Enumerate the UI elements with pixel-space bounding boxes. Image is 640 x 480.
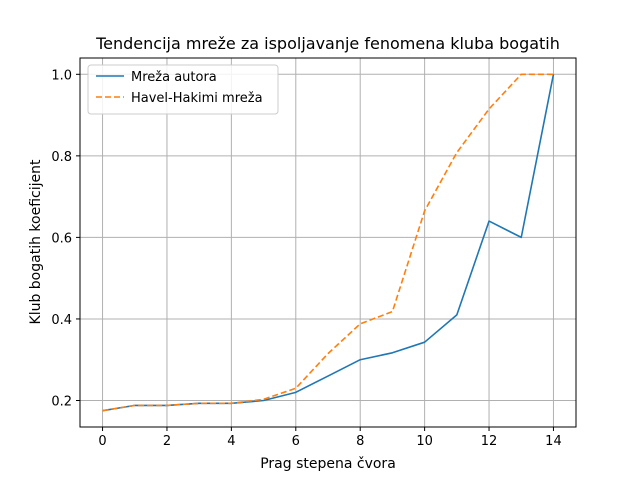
- y-tick-label: 0.2: [51, 394, 72, 409]
- y-axis-label: Klub bogatih koeficijent: [28, 159, 44, 324]
- grid: [80, 58, 576, 427]
- legend-box: [87, 64, 279, 115]
- plot-area-frame: [79, 57, 577, 428]
- y-tick-label: 0.4: [51, 313, 72, 328]
- y-tick-label: 0.8: [51, 150, 72, 165]
- x-tick-label: 6: [292, 434, 300, 449]
- x-tick-label: 12: [481, 434, 498, 449]
- series-line-0: [102, 74, 555, 412]
- x-tick-label: 10: [416, 434, 433, 449]
- y-axis-ticks: 0.2 0.4 0.6 0.8 1.0: [51, 68, 80, 409]
- legend-label-havel-hakimi: Havel-Hakimi mreža: [131, 91, 263, 106]
- legend: Mreža autora Havel-Hakimi mreža: [87, 64, 279, 115]
- x-axis-label: Prag stepena čvora: [260, 456, 396, 472]
- x-tick-label: 4: [227, 434, 235, 449]
- y-tick-label: 0.6: [51, 231, 72, 246]
- legend-label-mreza-autora: Mreža autora: [131, 70, 217, 85]
- x-tick-label: 2: [163, 434, 171, 449]
- y-tick-label: 1.0: [51, 68, 72, 83]
- x-tick-label: 8: [356, 434, 364, 449]
- x-axis-ticks: 0 2 4 6 8 10 12 14: [98, 427, 562, 449]
- x-tick-label: 0: [98, 434, 106, 449]
- x-tick-label: 14: [545, 434, 562, 449]
- chart-title: Tendencija mreže za ispoljavanje fenomen…: [95, 34, 560, 53]
- series-lines: [102, 73, 555, 412]
- series-line-1: [102, 73, 554, 412]
